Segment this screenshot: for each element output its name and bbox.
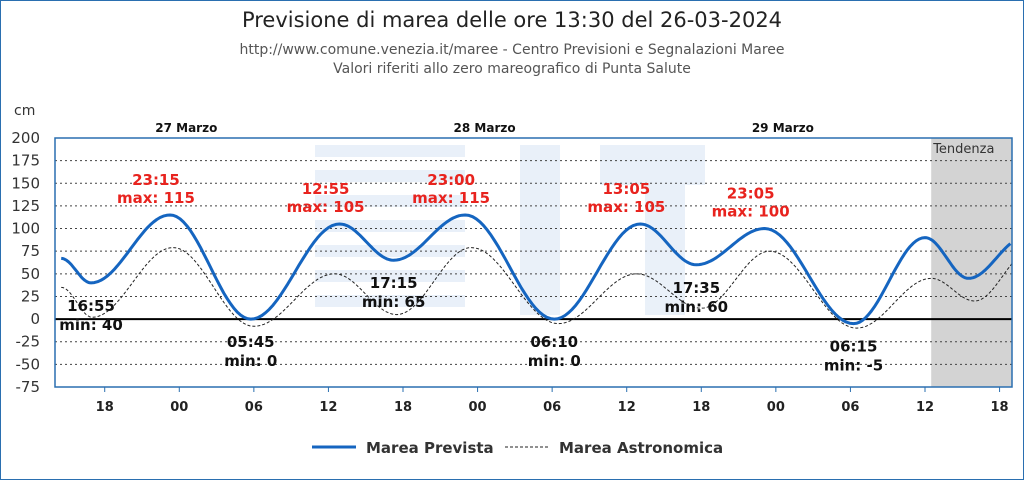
x-tick-label: 12 (618, 400, 636, 415)
trend-label: Tendenza (932, 142, 994, 157)
annotation-value: min: 65 (362, 293, 426, 311)
day-label: 27 Marzo (155, 121, 217, 135)
series-line-prevista (61, 213, 1012, 326)
day-label: 28 Marzo (454, 121, 516, 135)
annotation-value: max: 105 (587, 198, 665, 216)
x-tick-label: 18 (96, 400, 114, 415)
x-tick-label: 00 (469, 400, 487, 415)
series-line-astronomica (61, 247, 1013, 329)
y-tick-label: 125 (11, 197, 40, 215)
series-lines (61, 213, 1013, 329)
x-tick-label: 06 (543, 400, 561, 415)
annotation-value: min: 40 (59, 316, 123, 334)
annotation-value: max: 115 (117, 189, 195, 207)
annotation-time: 17:15 (370, 274, 418, 292)
chart-subtitle-source: http://www.comune.venezia.it/maree - Cen… (239, 42, 785, 58)
annotation-value: min: 0 (224, 352, 277, 370)
chart-title: Previsione di marea delle ore 13:30 del … (241, 8, 783, 32)
y-tick-label: 75 (21, 242, 40, 260)
y-tick-label: 25 (21, 287, 40, 305)
annotation-time: 23:05 (727, 185, 775, 203)
y-tick-label: -75 (16, 378, 41, 396)
y-tick-label: 0 (30, 310, 40, 328)
legend: Marea Prevista Marea Astronomica (312, 439, 723, 457)
annotation-value: max: 115 (412, 189, 490, 207)
y-axis-ticks: 200 175 150 125 100 75 50 25 0 -25 -50 -75 (11, 129, 40, 396)
y-tick-label: -25 (16, 333, 41, 351)
y-tick-label: -50 (16, 355, 41, 373)
x-tick-label: 12 (319, 400, 337, 415)
annotation-time: 13:05 (603, 180, 651, 198)
legend-label-astronomica: Marea Astronomica (559, 439, 723, 457)
annotation-time: 16:55 (67, 297, 115, 315)
annotation-value: min: 0 (528, 352, 581, 370)
y-tick-label: 150 (11, 174, 40, 192)
day-label: 29 Marzo (752, 121, 814, 135)
x-tick-label: 12 (916, 400, 934, 415)
annotation-time: 06:10 (530, 333, 578, 351)
trend-shading (931, 138, 1012, 387)
y-tick-label: 50 (21, 265, 40, 283)
x-tick-label: 18 (991, 400, 1009, 415)
x-axis-ticks: 18 00 06 12 18 00 06 12 18 00 06 12 18 (96, 387, 1009, 415)
annotation-value: min: -5 (824, 357, 883, 375)
x-tick-label: 06 (841, 400, 859, 415)
y-tick-label: 100 (11, 220, 40, 238)
x-tick-label: 18 (394, 400, 412, 415)
y-axis-unit: cm (14, 103, 35, 119)
annotation-time: 23:00 (427, 171, 475, 189)
annotation-value: max: 105 (287, 198, 365, 216)
annotation-time: 12:55 (302, 180, 350, 198)
annotation-value: min: 60 (665, 298, 729, 316)
annotation-time: 06:15 (830, 338, 878, 356)
watermark-logo (315, 145, 705, 315)
y-tick-label: 175 (11, 152, 40, 170)
x-tick-label: 06 (245, 400, 263, 415)
annotation-time: 17:35 (672, 279, 720, 297)
trend-region (931, 138, 1012, 387)
grid-lines (55, 137, 1012, 388)
y-tick-label: 200 (11, 129, 40, 147)
annotation-value: max: 100 (712, 203, 790, 221)
x-tick-label: 18 (692, 400, 710, 415)
plot-border (54, 137, 1013, 388)
x-tick-label: 00 (170, 400, 188, 415)
x-tick-label: 00 (767, 400, 785, 415)
annotation-time: 23:15 (132, 171, 180, 189)
chart-subtitle-reference: Valori riferiti allo zero mareografico d… (333, 61, 691, 77)
annotation-time: 05:45 (227, 333, 275, 351)
legend-label-prevista: Marea Prevista (366, 439, 494, 457)
